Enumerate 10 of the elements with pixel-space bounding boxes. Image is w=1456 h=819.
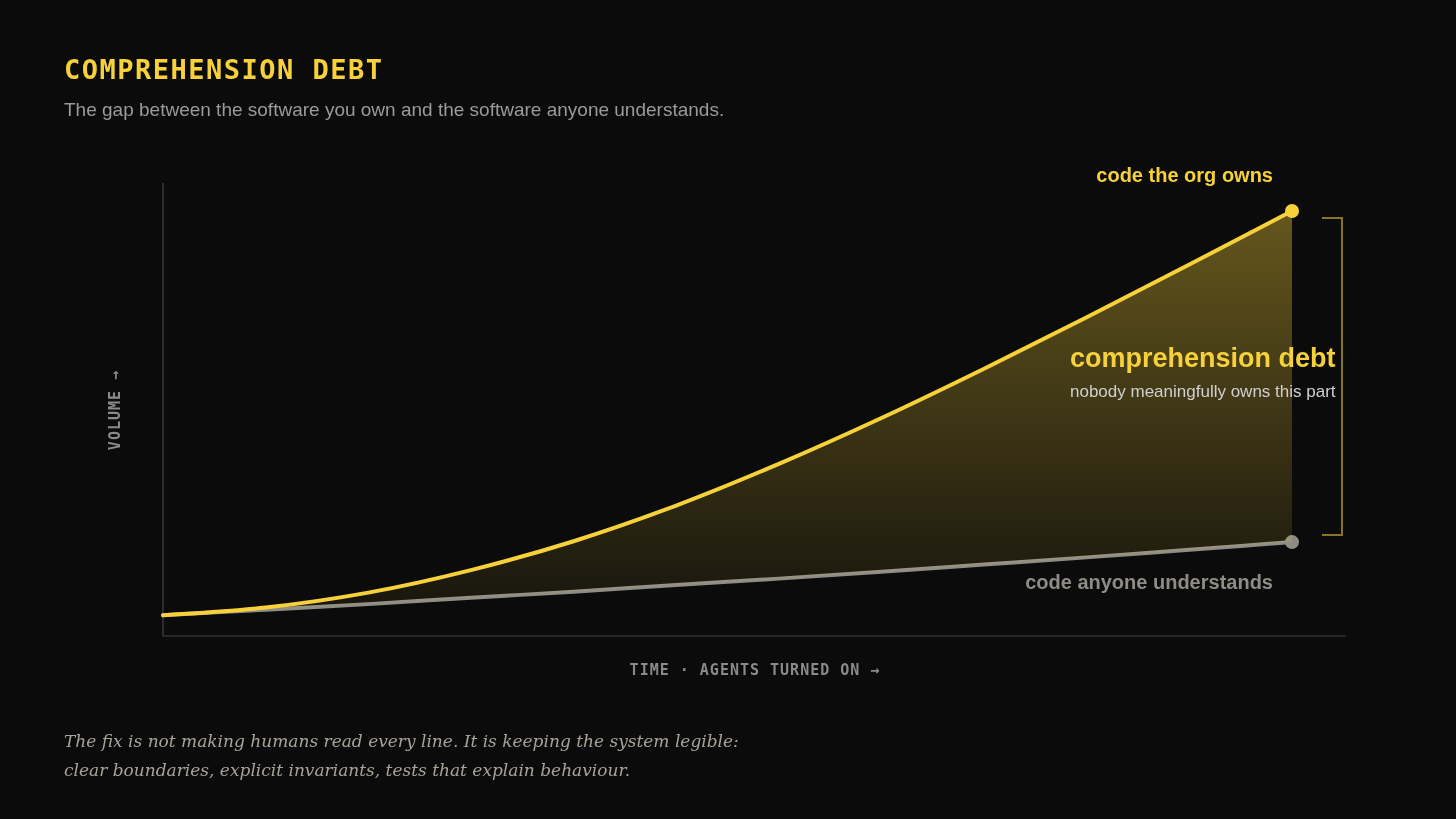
series-label: code anyone understands xyxy=(1025,571,1273,593)
series-label: code the org owns xyxy=(1096,164,1273,186)
x-axis-title: TIME · AGENTS TURNED ON → xyxy=(629,661,881,679)
chart-subtitle: The gap between the software you own and the software anyone understands. xyxy=(64,99,725,120)
text: clear boundaries, explicit invariants, tests that explain behaviour. xyxy=(64,760,631,780)
chart-title: COMPREHENSION DEBT xyxy=(64,54,384,85)
text: The fix is not making humans read every line. It is keeping the system legible: xyxy=(64,731,739,751)
y-axis-title: VOLUME → xyxy=(106,369,124,451)
annotation: nobody meaningfully owns this part xyxy=(1070,382,1336,401)
annotation: comprehension debt xyxy=(1070,343,1336,373)
